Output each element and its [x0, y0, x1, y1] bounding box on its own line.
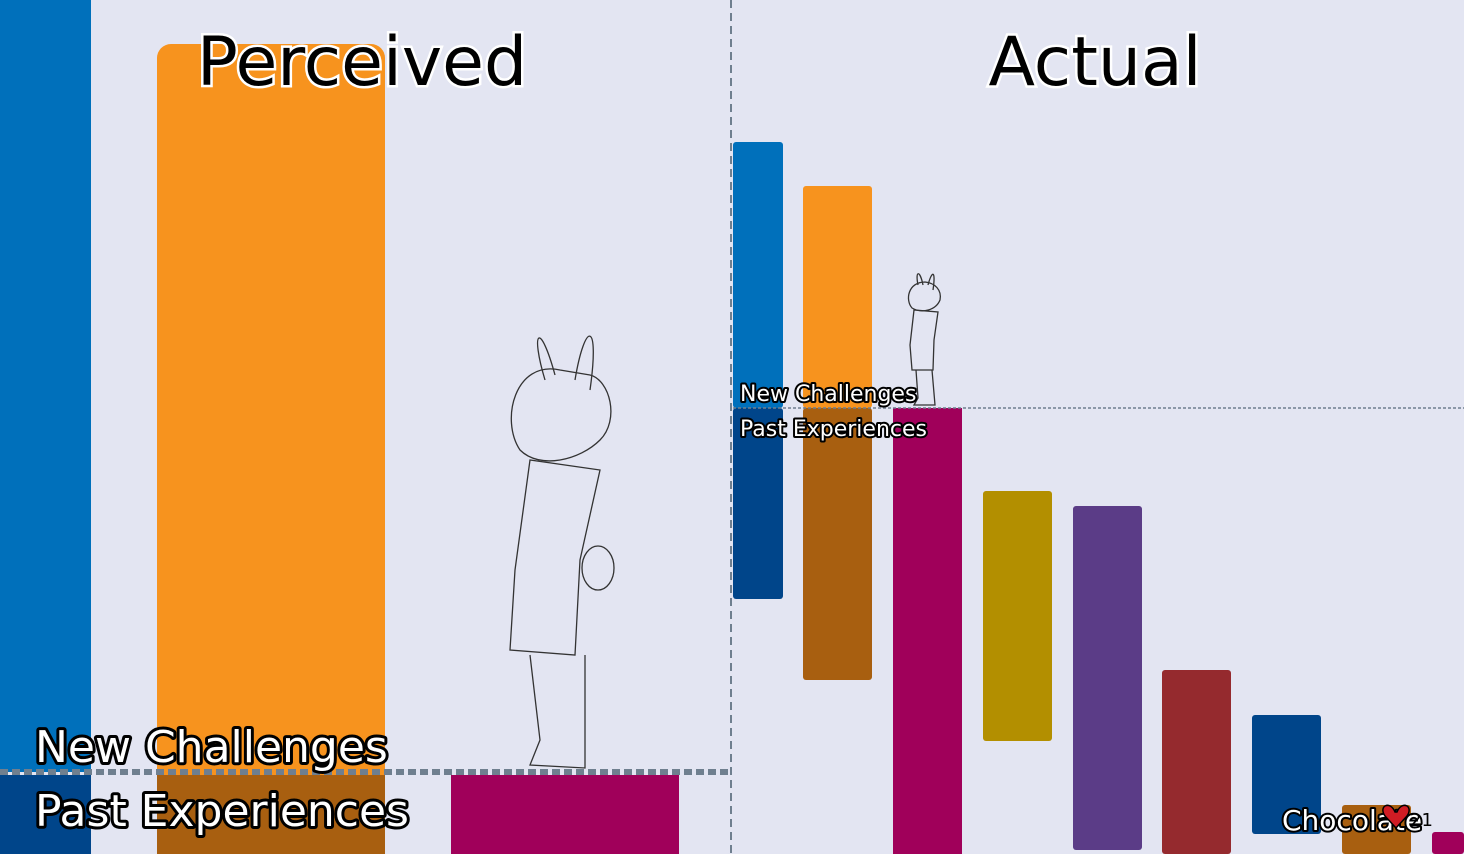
panel-title: Actual — [988, 23, 1201, 102]
navy-bar — [1252, 715, 1321, 834]
character-small — [907, 273, 941, 406]
heart-icon — [1382, 804, 1410, 830]
character — [509, 335, 615, 769]
signature-year: 21 — [1410, 810, 1433, 831]
orange-bar-lower — [803, 408, 872, 680]
upper-label: New Challenges — [740, 382, 916, 407]
magenta-bar — [893, 408, 962, 854]
blue-bar — [0, 0, 91, 772]
upper-label: New Challenges — [35, 722, 388, 773]
panel-title: Perceived — [197, 23, 527, 102]
lower-label: Past Experiences — [35, 786, 409, 837]
orange-bar — [157, 44, 385, 784]
olive-bar — [983, 491, 1052, 741]
lower-label: Past Experiences — [740, 417, 927, 442]
orange-bar — [803, 186, 872, 408]
blue-bar-lower — [733, 408, 783, 599]
magenta-bar-small — [1432, 832, 1464, 854]
magenta-bar — [451, 775, 679, 854]
blue-bar-lower — [0, 775, 91, 854]
orange-bar-lower — [157, 775, 385, 854]
purple-bar — [1073, 506, 1142, 850]
blue-bar — [733, 142, 783, 408]
red-bar — [1162, 670, 1231, 854]
